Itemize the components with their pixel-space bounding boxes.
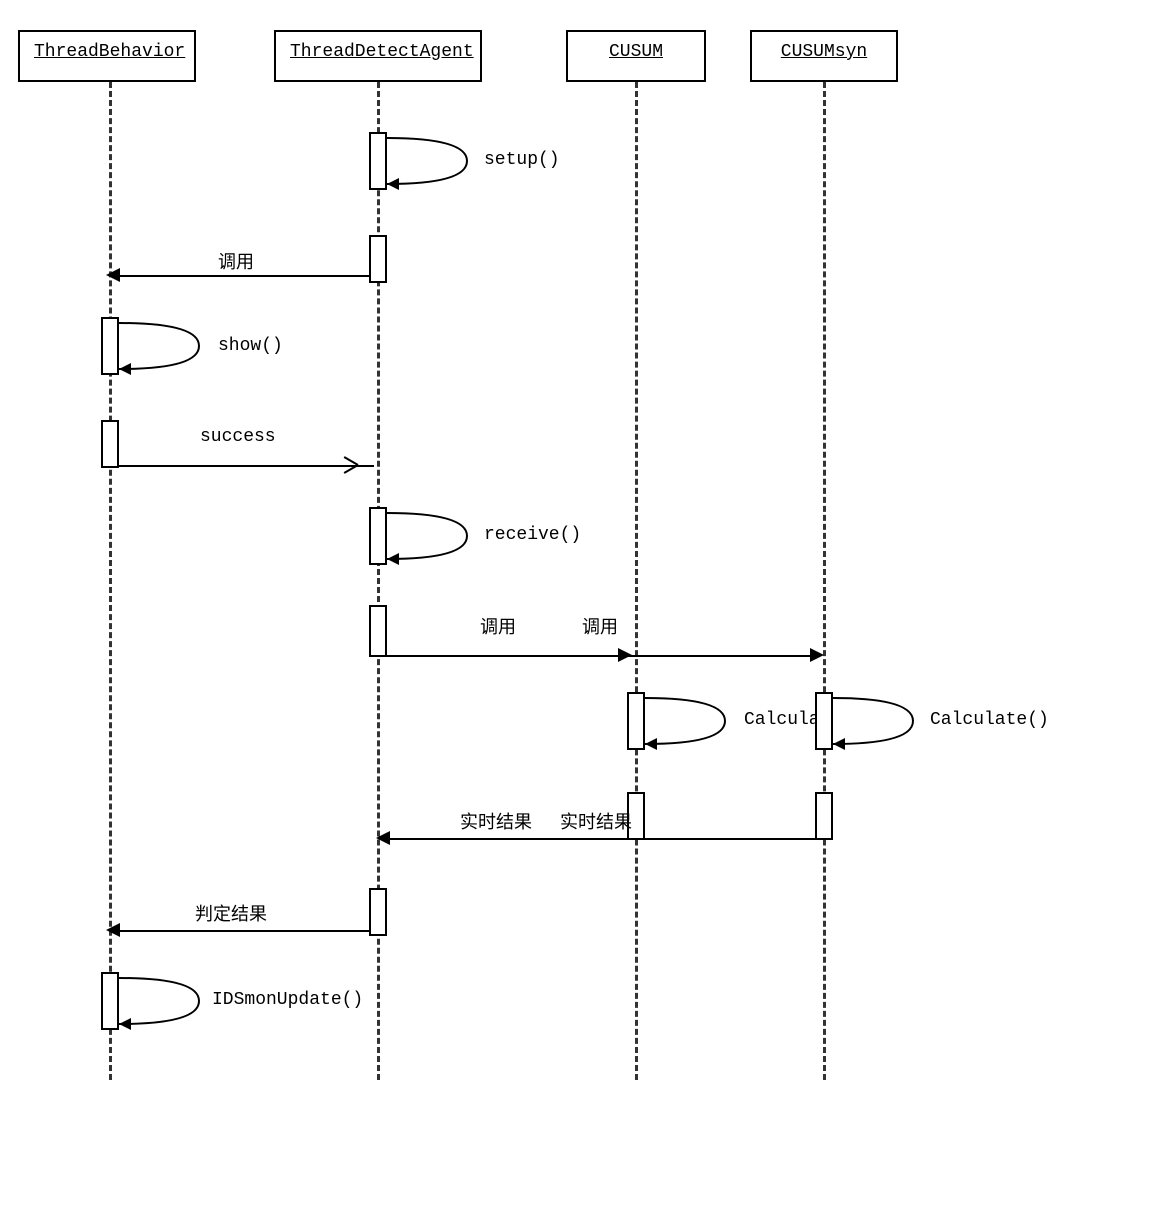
self-message-label: Calculate()	[930, 710, 1049, 730]
lifeline-label: CUSUM	[609, 42, 663, 62]
self-message-show	[119, 317, 209, 375]
message-line	[120, 930, 369, 932]
sequence-diagram: ThreadBehavior ThreadDetectAgent CUSUM C…	[0, 0, 1154, 1208]
lifeline-box-cusumsyn: CUSUMsyn	[750, 30, 898, 82]
activation	[815, 692, 833, 750]
activation	[369, 888, 387, 936]
activation	[815, 792, 833, 840]
arrow-right-icon	[618, 648, 632, 662]
message-label: 实时结果	[560, 808, 632, 834]
activation	[369, 132, 387, 190]
activation	[101, 972, 119, 1030]
message-label: 判定结果	[195, 900, 267, 926]
message-line	[387, 655, 815, 657]
self-message-idsmonupdate	[119, 972, 209, 1030]
message-label: 调用	[480, 613, 516, 639]
message-line	[390, 838, 815, 840]
self-message-calculate-cusum	[645, 692, 735, 750]
activation	[627, 692, 645, 750]
message-label: success	[200, 427, 276, 447]
arrow-left-icon	[376, 831, 390, 845]
activation	[101, 420, 119, 468]
lifeline-box-threadbehavior: ThreadBehavior	[18, 30, 196, 82]
self-message-calculate-cusumsyn	[833, 692, 923, 750]
activation	[101, 317, 119, 375]
lifeline-label: CUSUMsyn	[781, 42, 867, 62]
arrow-right-icon	[810, 648, 824, 662]
self-message-setup	[387, 132, 477, 190]
message-label: 实时结果	[460, 808, 532, 834]
message-line	[120, 275, 369, 277]
lifeline-label: ThreadBehavior	[34, 42, 185, 62]
activation	[369, 507, 387, 565]
self-message-receive	[387, 507, 477, 565]
message-label: 调用	[582, 613, 618, 639]
lifeline-label: ThreadDetectAgent	[290, 42, 474, 62]
lifeline-cusum	[635, 82, 638, 1080]
lifeline-box-threaddetectagent: ThreadDetectAgent	[274, 30, 482, 82]
arrow-left-icon	[106, 268, 120, 282]
self-message-label: show()	[218, 336, 283, 356]
self-message-label: receive()	[484, 525, 581, 545]
lifeline-box-cusum: CUSUM	[566, 30, 706, 82]
self-message-label: IDSmonUpdate()	[212, 990, 363, 1010]
message-label: 调用	[218, 248, 254, 274]
lifeline-cusumsyn	[823, 82, 826, 1080]
activation	[369, 235, 387, 283]
message-line	[119, 465, 374, 467]
self-message-label: setup()	[484, 150, 560, 170]
activation	[369, 605, 387, 657]
arrow-left-icon	[106, 923, 120, 937]
